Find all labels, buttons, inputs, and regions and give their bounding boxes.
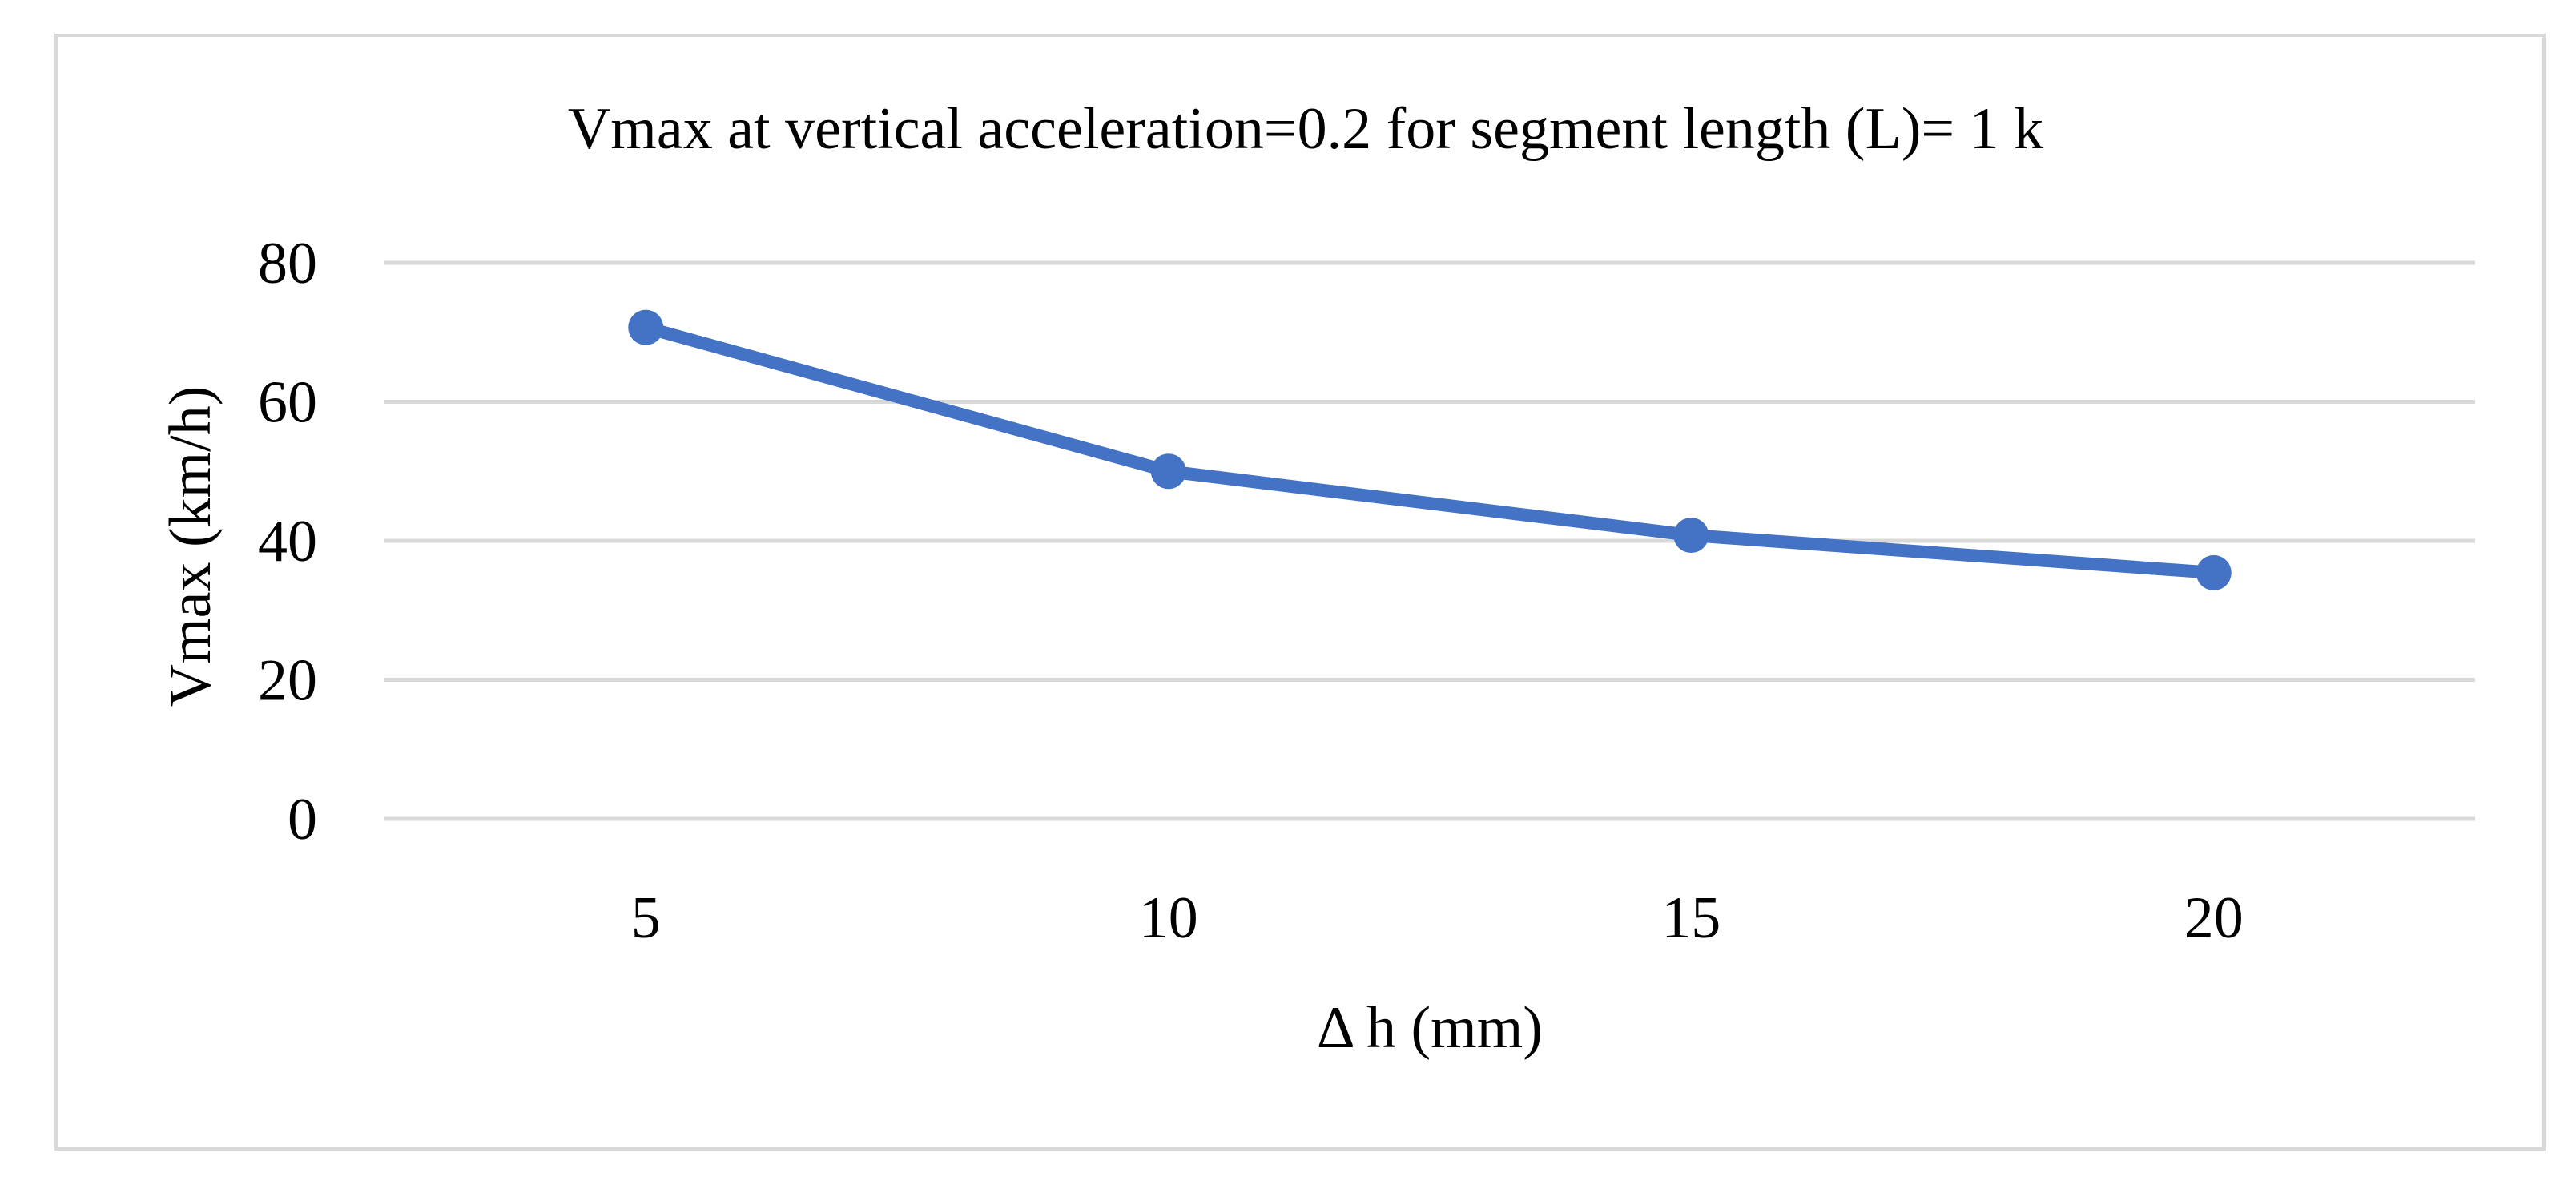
x-axis-tick-labels: 5 10 15 20 bbox=[631, 885, 2244, 951]
y-tick-label: 40 bbox=[258, 509, 317, 574]
x-tick-label: 15 bbox=[1661, 885, 1721, 951]
y-tick-label: 80 bbox=[258, 231, 317, 296]
y-tick-label: 0 bbox=[288, 787, 317, 852]
y-tick-label: 60 bbox=[258, 370, 317, 436]
x-tick-label: 20 bbox=[2184, 885, 2244, 951]
data-series bbox=[628, 309, 2232, 590]
y-axis-title: Vmax (km/h) bbox=[158, 386, 223, 707]
x-tick-label: 5 bbox=[631, 885, 661, 951]
y-axis-tick-labels: 0 20 40 60 80 bbox=[258, 231, 317, 852]
x-tick-label: 10 bbox=[1139, 885, 1198, 951]
chart-title: Vmax at vertical acceleration=0.2 for se… bbox=[568, 96, 2043, 162]
gridlines bbox=[384, 260, 2475, 821]
x-axis-title: Δ h (mm) bbox=[1317, 995, 1543, 1061]
chart-border bbox=[54, 34, 2546, 1151]
data-point bbox=[1673, 518, 1709, 554]
data-point bbox=[628, 309, 664, 345]
data-point bbox=[1150, 453, 1186, 490]
data-point bbox=[2196, 554, 2232, 590]
y-tick-label: 20 bbox=[258, 648, 317, 714]
series-line bbox=[639, 320, 2220, 579]
